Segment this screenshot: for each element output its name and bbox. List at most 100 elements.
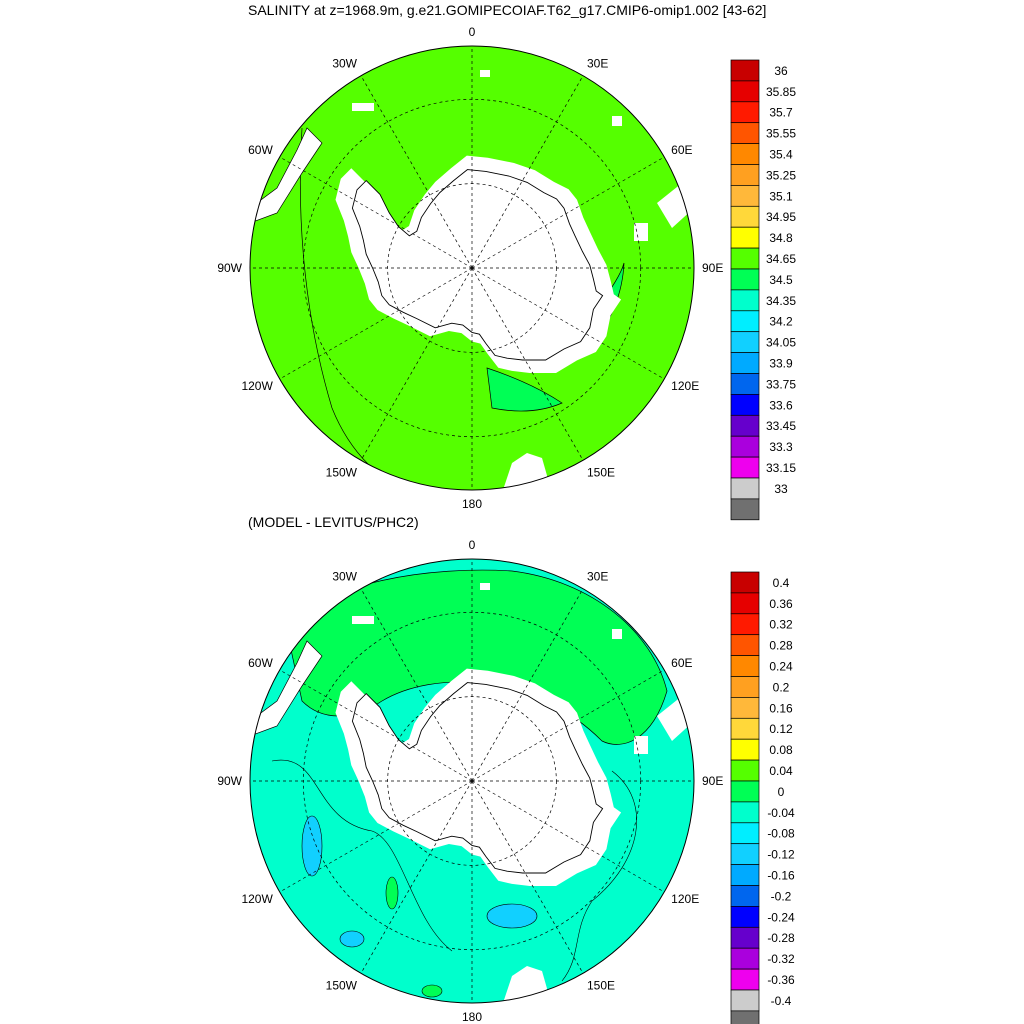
longitude-label: 180 xyxy=(462,497,482,511)
colorbar-swatch xyxy=(730,477,760,500)
colorbar-swatch xyxy=(730,164,760,186)
colorbar-label: -0.16 xyxy=(767,869,795,883)
longitude-gridline xyxy=(360,267,473,461)
colorbar-swatch xyxy=(730,843,760,865)
colorbar-swatch xyxy=(730,822,760,845)
longitude-label: 30W xyxy=(332,570,357,584)
colorbar-swatch xyxy=(730,101,760,124)
colorbar-label: -0.36 xyxy=(767,973,795,987)
colorbar-swatch xyxy=(730,205,760,228)
contour-region xyxy=(421,984,443,998)
longitude-gridline xyxy=(471,267,584,461)
colorbar-swatch xyxy=(730,498,760,521)
colorbar-swatch xyxy=(730,885,760,907)
colorbar-swatch xyxy=(730,435,760,458)
longitude-label: 60W xyxy=(248,656,273,670)
colorbar-swatch xyxy=(730,926,760,949)
longitude-label: 120E xyxy=(671,379,699,393)
colorbar-swatch xyxy=(730,247,760,270)
longitude-label: 120W xyxy=(241,892,273,906)
contour-region xyxy=(301,815,323,877)
colorbar-label: 33.3 xyxy=(769,440,793,454)
longitude-label: 90E xyxy=(702,774,723,788)
longitude-gridline xyxy=(279,669,473,782)
contour-line xyxy=(271,759,453,952)
colorbar-label: -0.4 xyxy=(771,994,792,1008)
colorbar-label: 0.12 xyxy=(769,722,793,736)
longitude-label: 150W xyxy=(326,978,358,992)
colorbar-swatch xyxy=(730,697,760,719)
colorbar-swatch xyxy=(730,226,760,249)
colorbar-label: 0.08 xyxy=(769,743,793,757)
chart-title: SALINITY at z=1968.9m, g.e21.GOMIPECOIAF… xyxy=(248,2,767,18)
longitude-label: 0 xyxy=(469,538,476,552)
colorbar-swatch xyxy=(730,331,760,353)
colorbar-label: -0.04 xyxy=(767,806,795,820)
colorbar-label: 0.16 xyxy=(769,701,793,715)
longitude-label: 30W xyxy=(332,57,357,71)
colorbar-swatch xyxy=(730,394,760,416)
longitude-gridline xyxy=(279,156,473,269)
map-boundary xyxy=(249,45,695,491)
colorbar-swatch xyxy=(730,759,760,782)
salinity-colorbar: 36 35.85 35.7 35.55 35.4 35.25 35.1 34.95 34.8 34… xyxy=(730,59,796,521)
colorbar-label: 33.6 xyxy=(769,398,793,412)
land-patch xyxy=(634,736,648,754)
land-patch xyxy=(352,616,374,624)
land-patch xyxy=(250,127,323,224)
colorbar-swatch xyxy=(730,906,760,928)
longitude-gridline xyxy=(471,75,584,269)
colorbar-label: -0.28 xyxy=(767,931,795,945)
colorbar-label: 0.28 xyxy=(769,639,793,653)
longitude-gridline xyxy=(471,780,665,893)
colorbar-swatch xyxy=(730,592,760,615)
colorbar-swatch xyxy=(730,414,760,437)
colorbar-swatch xyxy=(730,738,760,761)
colorbar-swatch xyxy=(730,780,760,803)
colorbar-label: 35.1 xyxy=(769,189,793,203)
longitude-label: 60E xyxy=(671,656,692,670)
colorbar-label: 35.25 xyxy=(766,168,796,182)
difference-map: 0 30E 60E 90E 120E 150E 180 150W 120W 90W 60W 30W xyxy=(217,538,723,1024)
colorbar-swatch xyxy=(730,717,760,740)
colorbar-swatch xyxy=(730,289,760,312)
land-patch xyxy=(250,640,323,737)
colorbar-swatch xyxy=(730,989,760,1012)
colorbar-label: 35.4 xyxy=(769,148,793,162)
colorbar-swatch xyxy=(730,143,760,165)
longitude-label: 60W xyxy=(248,143,273,157)
colorbar-swatch xyxy=(730,1010,760,1024)
longitude-label: 30E xyxy=(587,570,608,584)
colorbar-swatch xyxy=(730,864,760,886)
longitude-label: 150W xyxy=(326,465,358,479)
colorbar-label: 33.45 xyxy=(766,419,796,433)
colorbar-label: 34.8 xyxy=(769,231,793,245)
longitude-label: 150E xyxy=(587,978,615,992)
colorbar-label: 34.2 xyxy=(769,315,793,329)
colorbar-label: -0.2 xyxy=(771,889,792,903)
colorbar-label: 33.9 xyxy=(769,357,793,371)
land-patch xyxy=(352,103,374,111)
longitude-label: 180 xyxy=(462,1010,482,1024)
colorbar-label: 0.32 xyxy=(769,618,793,632)
contour-region xyxy=(339,930,365,948)
longitude-label: 120W xyxy=(241,379,273,393)
longitude-label: 150E xyxy=(587,465,615,479)
colorbar-label: 0.24 xyxy=(769,660,793,674)
colorbar-label: 34.65 xyxy=(766,252,796,266)
colorbar-label: 36 xyxy=(774,64,788,78)
land-patch xyxy=(612,629,622,639)
colorbar-swatch xyxy=(730,310,760,333)
longitude-gridline xyxy=(360,75,473,269)
longitude-label: 0 xyxy=(469,25,476,39)
colorbar-label: 34.95 xyxy=(766,210,796,224)
colorbar-label: 33.75 xyxy=(766,377,796,391)
longitude-gridline xyxy=(279,780,473,893)
longitude-label: 30E xyxy=(587,57,608,71)
colorbar-label: -0.08 xyxy=(767,827,795,841)
colorbar-swatch xyxy=(730,613,760,636)
colorbar-label: 35.85 xyxy=(766,85,796,99)
longitude-label: 90W xyxy=(217,774,242,788)
land-patch xyxy=(480,583,490,590)
colorbar-swatch xyxy=(730,80,760,103)
